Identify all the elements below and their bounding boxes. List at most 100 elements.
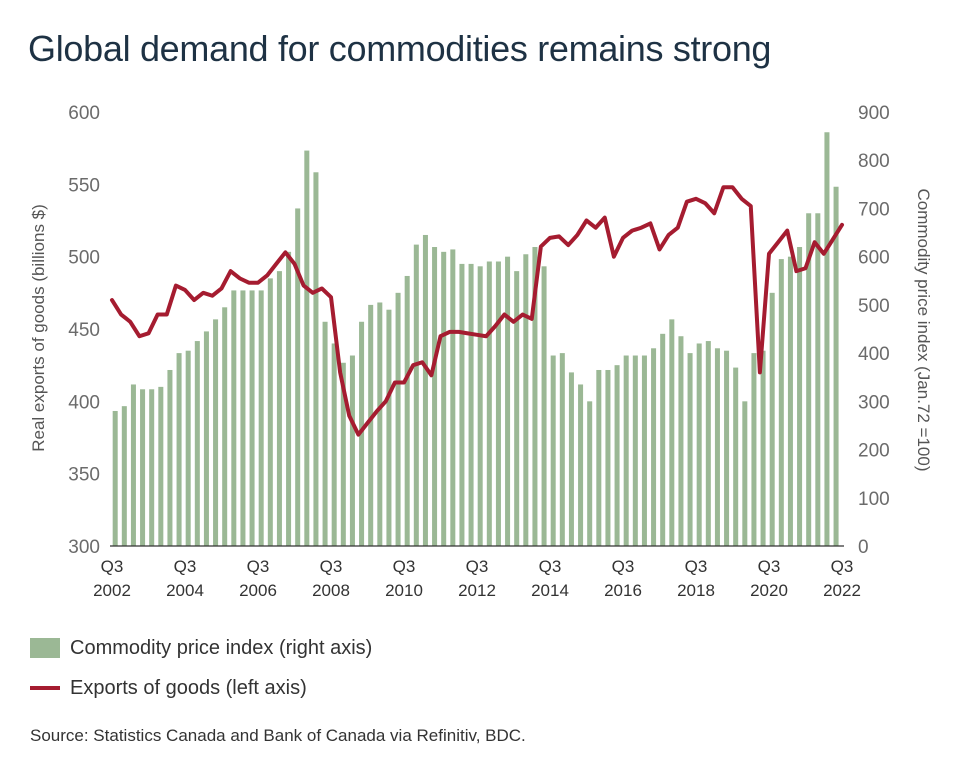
legend-item-line: Exports of goods (left axis) <box>30 668 372 708</box>
bar <box>413 244 419 547</box>
bar <box>441 251 447 546</box>
bar <box>495 261 501 546</box>
bar <box>705 341 711 546</box>
y-right-tick-label: 900 <box>858 103 890 124</box>
y-right-tick-label: 300 <box>858 392 890 413</box>
bar <box>833 186 839 547</box>
bar <box>167 369 173 546</box>
x-tick-quarter: Q3 <box>831 557 854 576</box>
legend-bar-swatch <box>30 638 60 658</box>
bar <box>787 256 793 546</box>
x-tick-quarter: Q3 <box>320 557 343 576</box>
bar <box>806 213 812 546</box>
bar <box>742 401 748 546</box>
y-left-tick-label: 300 <box>68 537 100 558</box>
bar <box>377 302 383 546</box>
bar <box>349 355 355 546</box>
bar <box>797 247 803 546</box>
bar <box>295 208 301 546</box>
exports-line <box>110 185 844 437</box>
bar <box>121 406 127 546</box>
bar <box>304 150 310 546</box>
bar <box>422 234 428 546</box>
bar <box>733 367 739 546</box>
bar <box>550 355 556 546</box>
y-left-axis-label: Real exports of goods (billions $) <box>29 204 48 452</box>
x-tick-year: 2002 <box>93 581 131 600</box>
bar <box>386 309 392 546</box>
bar <box>632 355 638 546</box>
x-tick-quarter: Q3 <box>101 557 124 576</box>
y-right-axis: 0 100 200 300 400 500 600 700 800 900 <box>858 103 890 558</box>
bar <box>587 401 593 546</box>
bar <box>568 372 574 546</box>
bar <box>112 410 118 546</box>
bar <box>450 249 456 546</box>
bar <box>605 369 611 546</box>
bar <box>176 353 182 546</box>
bar <box>240 290 246 546</box>
bar <box>724 350 730 546</box>
x-tick-quarter: Q3 <box>539 557 562 576</box>
x-tick-year: 2016 <box>604 581 642 600</box>
bar <box>623 355 629 546</box>
bar <box>331 343 337 546</box>
y-left-tick-label: 550 <box>68 175 100 196</box>
x-tick-year: 2004 <box>166 581 204 600</box>
bar-series <box>112 132 839 547</box>
bar <box>541 266 547 546</box>
bar <box>578 384 584 546</box>
bar <box>149 389 155 546</box>
bar <box>687 353 693 546</box>
bar <box>559 353 565 546</box>
bar <box>468 263 474 546</box>
bar <box>505 256 511 546</box>
x-tick-year: 2010 <box>385 581 423 600</box>
x-tick-quarter: Q3 <box>685 557 708 576</box>
bar <box>368 304 374 546</box>
bar <box>276 271 282 546</box>
bar <box>614 365 620 546</box>
bar <box>824 132 830 546</box>
bar <box>696 343 702 546</box>
bar <box>203 331 209 546</box>
x-tick-year: 2008 <box>312 581 350 600</box>
bar <box>213 319 219 546</box>
bar <box>185 350 191 546</box>
x-tick-quarter: Q3 <box>247 557 270 576</box>
x-tick-quarter: Q3 <box>466 557 489 576</box>
x-tick-quarter: Q3 <box>174 557 197 576</box>
bar <box>760 350 766 546</box>
line-series <box>110 185 844 437</box>
bar <box>641 355 647 546</box>
legend: Commodity price index (right axis) Expor… <box>30 628 372 708</box>
y-left-tick-label: 400 <box>68 392 100 413</box>
bar <box>395 292 401 546</box>
y-left-tick-label: 600 <box>68 103 100 124</box>
y-right-axis-label: Commodity price index (Jan.72 =100) <box>914 189 933 472</box>
y-right-tick-label: 600 <box>858 248 890 269</box>
bar <box>514 271 520 546</box>
legend-line-label: Exports of goods (left axis) <box>70 676 307 699</box>
source-note: Source: Statistics Canada and Bank of Ca… <box>30 726 526 745</box>
bar <box>158 386 164 546</box>
bar <box>194 341 200 546</box>
x-tick-year: 2018 <box>677 581 715 600</box>
y-right-tick-label: 500 <box>858 296 890 317</box>
bar <box>751 353 757 546</box>
bar <box>477 266 483 546</box>
x-tick-year: 2020 <box>750 581 788 600</box>
chart-title: Global demand for commodities remains st… <box>28 28 772 69</box>
bar <box>340 362 346 546</box>
bar <box>249 290 255 546</box>
bar <box>523 254 529 546</box>
bar <box>778 259 784 546</box>
bar <box>769 292 775 546</box>
bar <box>596 369 602 546</box>
x-tick-quarter: Q3 <box>612 557 635 576</box>
y-left-tick-label: 450 <box>68 320 100 341</box>
bar <box>404 275 410 546</box>
bar <box>359 321 365 546</box>
bar <box>322 321 328 546</box>
